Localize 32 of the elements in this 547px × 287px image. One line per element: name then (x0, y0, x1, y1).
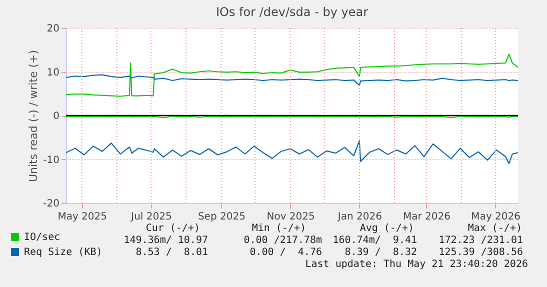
y-tick-label: -20 (43, 198, 60, 210)
x-tick-label: May 2025 (58, 212, 108, 222)
x-tick-label: Mar 2026 (402, 212, 450, 222)
text: 125.39 /308.56 (438, 247, 523, 259)
text: Max (-/+) (468, 223, 522, 235)
y-tick-label: -10 (43, 154, 60, 166)
x-tick-label: Jul 2025 (130, 212, 172, 222)
y-tick-label: 20 (46, 24, 60, 34)
text: 160.74m/ 9.41 (332, 235, 417, 247)
y-axis-title: Units read (-) / write (+) (27, 50, 40, 182)
text: 172.23 /231.01 (438, 235, 523, 247)
text: Last update: Thu May 21 23:40:20 2026 (305, 259, 528, 271)
text: Min (-/+) (252, 223, 306, 235)
text: Avg (-/+) (360, 223, 414, 235)
text: 149.36m/ 10.97 (124, 235, 208, 247)
line-series (66, 54, 518, 97)
line-series (66, 140, 518, 164)
text: 0.00 / 4.76 (250, 247, 322, 259)
x-tick-label: May 2026 (471, 212, 520, 222)
line-series (66, 74, 518, 86)
y-tick-label: 0 (53, 111, 60, 122)
y-tick-label: 10 (46, 67, 60, 78)
text: 8.39 / 8.32 (344, 247, 417, 259)
text: 0.00 /217.78m (244, 235, 322, 247)
legend-label: Req Size (KB) (24, 247, 102, 258)
legend-label: IO/sec (24, 232, 60, 243)
chart-title: IOs for /dev/sda - by year (216, 5, 368, 19)
x-tick-label: Jan 2026 (336, 212, 382, 222)
x-tick-label: Sep 2025 (198, 212, 246, 222)
x-tick-label: Nov 2025 (266, 212, 315, 222)
text: 8.53 / 8.01 (136, 247, 208, 259)
text: Cur (-/+) (146, 223, 200, 235)
